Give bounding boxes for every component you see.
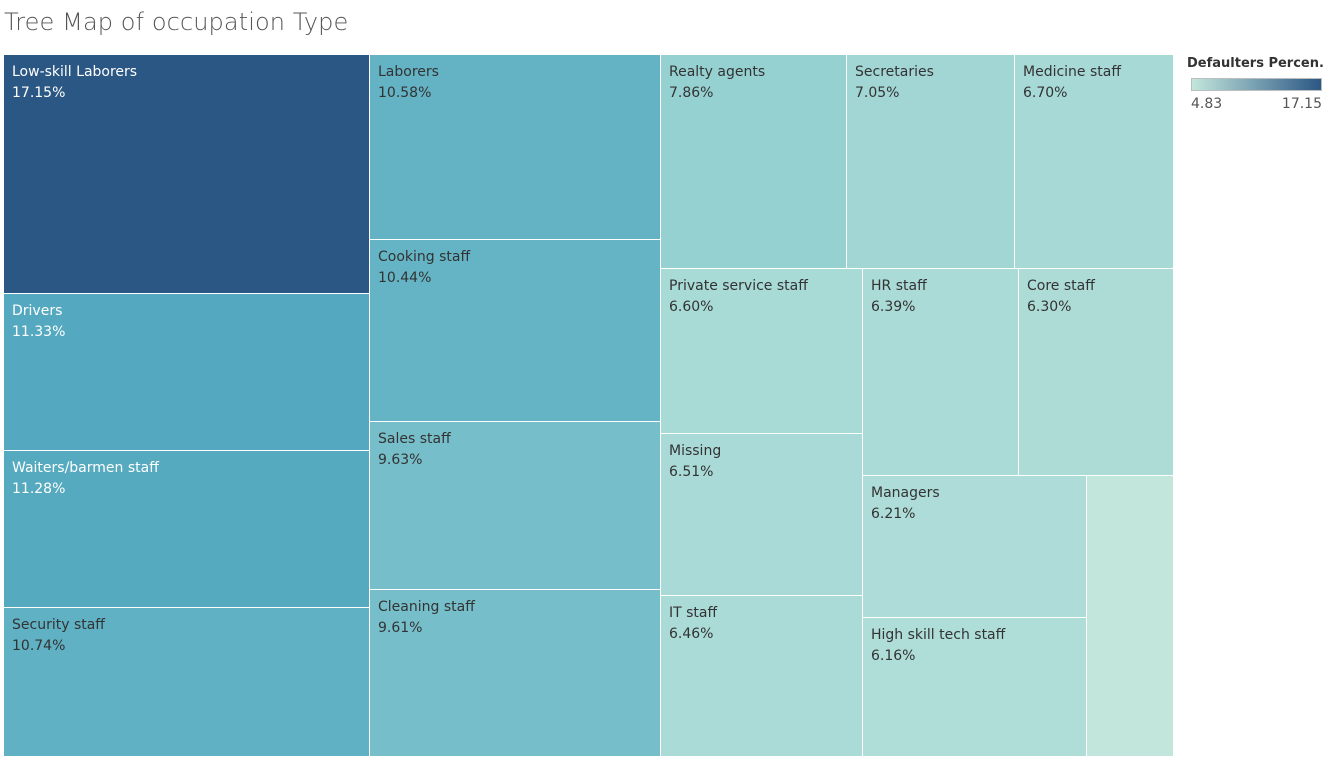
tile-value: 11.28%	[12, 481, 66, 497]
tile-label: Medicine staff	[1023, 64, 1121, 80]
treemap-tile[interactable]: HR staff 6.39%	[863, 269, 1019, 476]
treemap-tile[interactable]: Managers 6.21%	[863, 476, 1087, 618]
chart-title: Tree Map of occupation Type	[4, 8, 349, 36]
treemap-tile[interactable]: Medicine staff 6.70%	[1015, 55, 1174, 269]
treemap-tile[interactable]: Secretaries 7.05%	[847, 55, 1015, 269]
treemap-tile[interactable]: Drivers 11.33%	[4, 294, 370, 451]
tile-label: Secretaries	[855, 64, 934, 80]
tile-value: 6.46%	[669, 626, 714, 642]
tile-label: Drivers	[12, 303, 63, 319]
tile-label: HR staff	[871, 278, 927, 294]
tile-label: Security staff	[12, 617, 105, 633]
tile-value: 6.70%	[1023, 85, 1068, 101]
tile-value: 17.15%	[12, 85, 66, 101]
tile-label: Managers	[871, 485, 940, 501]
tile-label: Sales staff	[378, 431, 451, 447]
tile-value: 6.60%	[669, 299, 714, 315]
legend-max-label: 17.15	[1281, 96, 1322, 112]
tile-value: 6.39%	[871, 299, 916, 315]
treemap-tile[interactable]: Core staff 6.30%	[1019, 269, 1174, 476]
tile-value: 6.21%	[871, 506, 916, 522]
treemap: Low-skill Laborers 17.15% Drivers 11.33% Wai…	[4, 55, 1174, 757]
tile-value: 9.63%	[378, 452, 423, 468]
treemap-tile[interactable]: High skill tech staff 6.16%	[863, 618, 1087, 757]
tile-value: 10.44%	[378, 270, 432, 286]
tile-value: 9.61%	[378, 620, 423, 636]
tile-value: 6.16%	[871, 648, 916, 664]
color-legend: Defaulters Percen.. 4.83 17.15	[1187, 56, 1323, 118]
tile-value: 11.33%	[12, 324, 66, 340]
tile-label: Realty agents	[669, 64, 766, 80]
tile-label: Missing	[669, 443, 722, 459]
tile-label: Cleaning staff	[378, 599, 475, 615]
treemap-tile[interactable]: Private service staff 6.60%	[661, 269, 863, 434]
treemap-tile[interactable]: Waiters/barmen staff 11.28%	[4, 451, 370, 608]
tile-value: 10.74%	[12, 638, 66, 654]
treemap-tile[interactable]: IT staff 6.46%	[661, 596, 863, 757]
tile-value: 10.58%	[378, 85, 432, 101]
treemap-tile[interactable]: Realty agents 7.86%	[661, 55, 847, 269]
legend-gradient-bar	[1191, 78, 1322, 91]
tile-label: Laborers	[378, 64, 439, 80]
treemap-tile[interactable]: Missing 6.51%	[661, 434, 863, 596]
treemap-tile[interactable]: Security staff 10.74%	[4, 608, 370, 757]
tile-value: 6.51%	[669, 464, 714, 480]
treemap-tile[interactable]: Cooking staff 10.44%	[370, 240, 661, 422]
tile-label: Cooking staff	[378, 249, 471, 265]
tile-label: Low-skill Laborers	[12, 64, 138, 80]
treemap-tile[interactable]: Laborers 10.58%	[370, 55, 661, 240]
tile-label: High skill tech staff	[871, 627, 1006, 643]
legend-title: Defaulters Percen..	[1187, 56, 1323, 71]
legend-min-label: 4.83	[1191, 96, 1223, 112]
tile-value: 7.05%	[855, 85, 900, 101]
tile-label: Waiters/barmen staff	[12, 460, 159, 476]
tile-value: 7.86%	[669, 85, 714, 101]
tile-label: Core staff	[1027, 278, 1095, 294]
treemap-tile[interactable]: Low-skill Laborers 17.15%	[4, 55, 370, 294]
treemap-tile[interactable]: Sales staff 9.63%	[370, 422, 661, 590]
treemap-tile[interactable]: Cleaning staff 9.61%	[370, 590, 661, 757]
tile-label: IT staff	[669, 605, 718, 621]
tile-label: Private service staff	[669, 278, 808, 294]
tile-value: 6.30%	[1027, 299, 1072, 315]
treemap-tile[interactable]	[1087, 476, 1174, 757]
